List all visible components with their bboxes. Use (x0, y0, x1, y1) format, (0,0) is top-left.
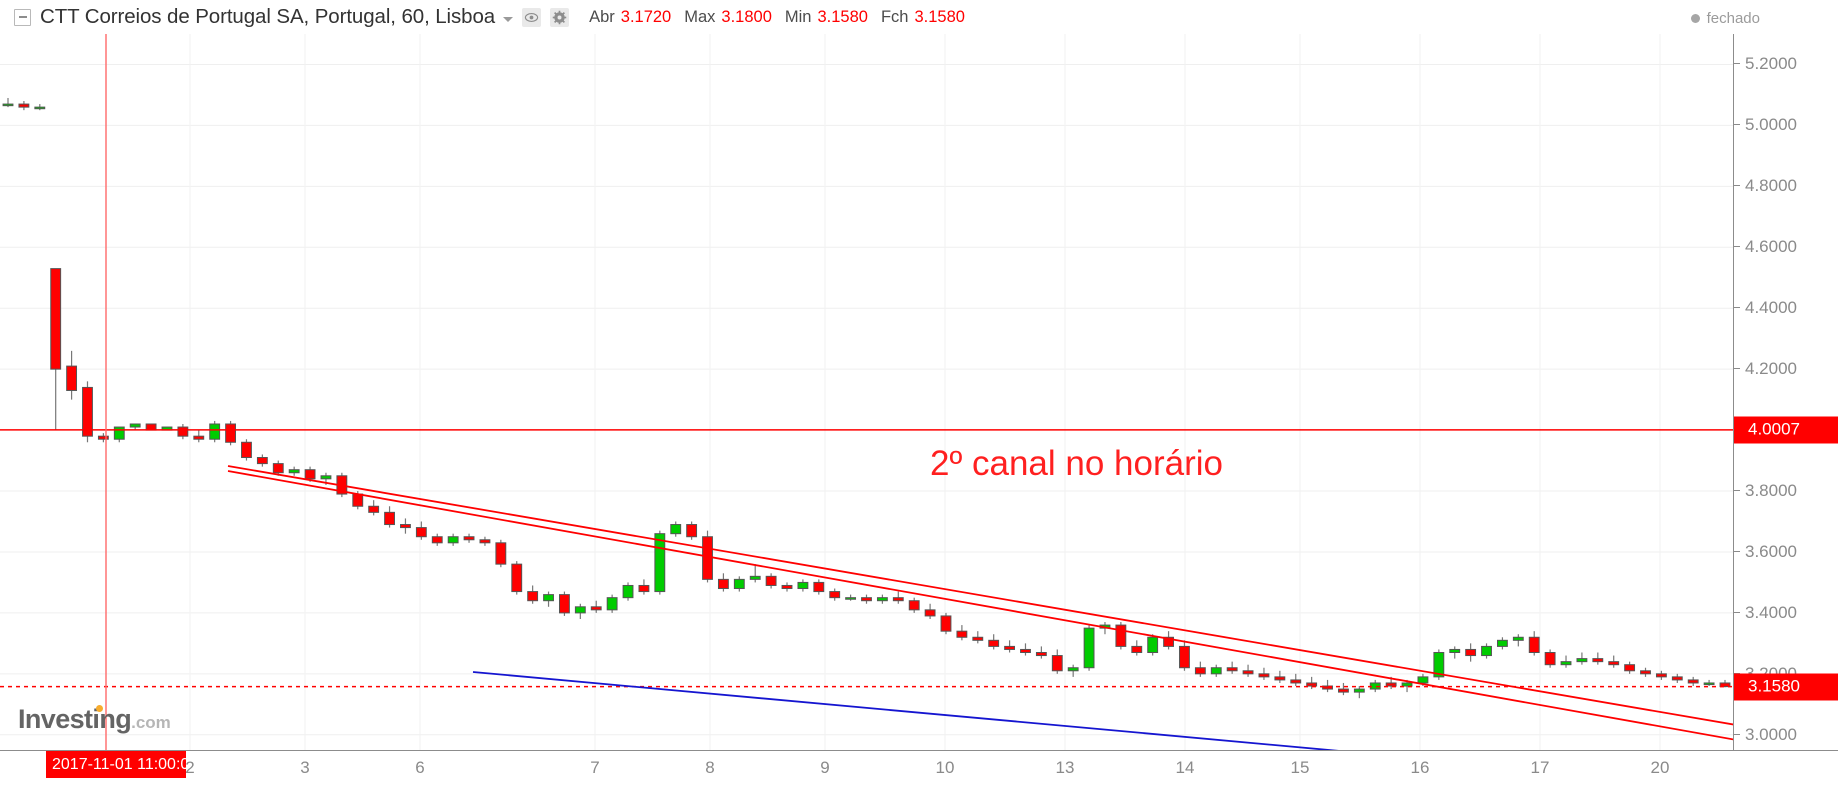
ohlc-high-value: 3.1800 (721, 7, 772, 26)
investing-logo: Investing.com (18, 704, 171, 735)
time-tick: 17 (1530, 758, 1550, 777)
overlay-lines (0, 34, 1733, 750)
price-tick: 4.6000 (1734, 237, 1797, 257)
chevron-down-icon[interactable] (503, 16, 514, 22)
price-tick: 4.2000 (1734, 359, 1797, 379)
crosshair-date-label: 2017-11-01 11:00:00 (52, 755, 186, 773)
candlestick-plot[interactable]: 2º canal no horário (0, 34, 1733, 750)
ohlc-close-value: 3.1580 (914, 7, 965, 26)
time-tick: 13 (1055, 758, 1075, 777)
price-tick: 3.8000 (1734, 481, 1797, 501)
time-tick: 14 (1175, 758, 1195, 777)
time-tick: 15 (1290, 758, 1310, 777)
status-dot-icon (1690, 14, 1700, 23)
time-axis[interactable]: 2017-11-01 11:00:00 2 3 6 7 8 9 10 13 14 15 16 17 20 (0, 750, 1838, 786)
price-tick: 3.4000 (1734, 603, 1797, 623)
last-price-tag: 3.1580 (1734, 673, 1838, 701)
ohlc-low-label: Min (784, 7, 812, 26)
ohlc-readout: Abr 3.1720 Max 3.1800 Min 3.1580 Fch 3.1580 (589, 8, 978, 27)
page-title: CTT Correios de Portugal SA, Portugal, 6… (40, 5, 496, 28)
logo-tld: .com (131, 713, 171, 732)
ohlc-open-label: Abr (589, 7, 615, 26)
time-tick: 8 (705, 758, 715, 777)
ohlc-high-label: Max (684, 7, 716, 26)
chart-canvas (0, 34, 1733, 750)
time-tick: 2 (185, 758, 195, 777)
time-tick: 6 (415, 758, 425, 777)
ohlc-open-value: 3.1720 (620, 7, 672, 26)
status-label: fechado (1706, 10, 1760, 27)
gear-icon[interactable] (550, 7, 570, 27)
chart-header: CTT Correios de Portugal SA, Portugal, 6… (0, 0, 1838, 34)
market-status: fechado (1690, 10, 1760, 27)
ohlc-low-value: 3.1580 (817, 7, 868, 26)
collapse-box-icon[interactable] (14, 8, 31, 26)
eye-icon[interactable] (522, 7, 542, 27)
price-tick: 4.4000 (1734, 298, 1797, 318)
price-tick: 3.0000 (1734, 725, 1797, 745)
price-tick: 5.2000 (1734, 54, 1797, 74)
grid-lines (0, 34, 1733, 750)
chart-annotation: 2º canal no horário (930, 444, 1223, 483)
time-tick: 16 (1410, 758, 1430, 777)
time-tick: 7 (590, 758, 600, 777)
ohlc-close-label: Fch (880, 7, 909, 26)
time-tick: 9 (820, 758, 830, 777)
time-tick: 20 (1650, 758, 1670, 777)
time-tick: 3 (300, 758, 310, 777)
price-axis[interactable]: 5.2000 5.0000 4.8000 4.6000 4.4000 4.2000 3.80… (1733, 34, 1838, 750)
price-tick: 3.6000 (1734, 542, 1797, 562)
crosshair-date-tag: 2017-11-01 11:00:00 (46, 751, 186, 778)
time-tick: 10 (935, 758, 955, 777)
candle-series (2, 97, 1731, 699)
price-tick: 4.8000 (1734, 176, 1797, 196)
prev-close-price-tag: 4.0007 (1734, 416, 1838, 444)
price-tick: 5.0000 (1734, 115, 1797, 135)
logo-dot-icon (96, 705, 103, 712)
logo-brand: Investing (18, 704, 132, 734)
collapse-bar (18, 16, 27, 18)
